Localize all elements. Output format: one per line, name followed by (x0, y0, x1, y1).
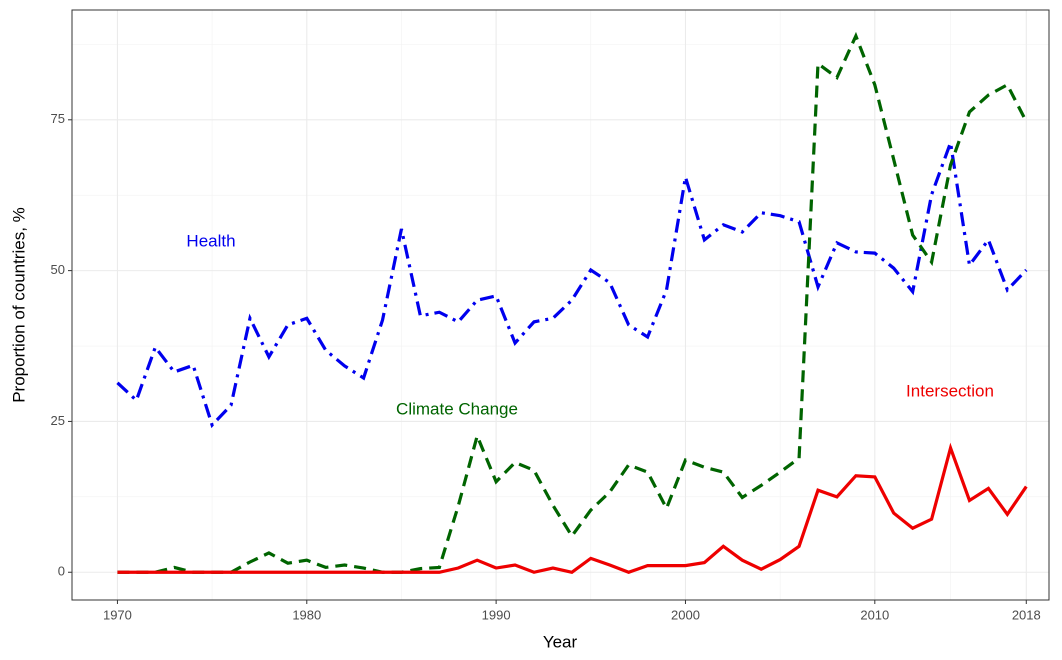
lines (116, 31, 1028, 574)
grid (72, 10, 1049, 600)
x-tick-label: 1970 (103, 607, 132, 622)
x-axis-title: Year (543, 632, 578, 651)
x-tick-label: 1980 (292, 607, 321, 622)
y-tick-label: 50 (51, 262, 65, 277)
x-tick-label: 2000 (671, 607, 700, 622)
y-tick-label: 75 (51, 111, 65, 126)
series-line (116, 142, 1028, 429)
series-label: Climate Change (396, 399, 518, 418)
series-label: Health (186, 231, 235, 250)
y-tick-label: 0 (58, 564, 65, 579)
y-tick-label: 25 (51, 413, 65, 428)
series-label: Intersection (906, 381, 994, 400)
panel-border (71, 9, 1050, 601)
y-axis-title: Proportion of countries, % (9, 207, 28, 403)
x-tick-label: 2018 (1012, 607, 1041, 622)
series-line (117, 442, 1028, 574)
x-tick-label: 2010 (860, 607, 889, 622)
x-tick-label: 1990 (482, 607, 511, 622)
series-line (117, 31, 1028, 574)
